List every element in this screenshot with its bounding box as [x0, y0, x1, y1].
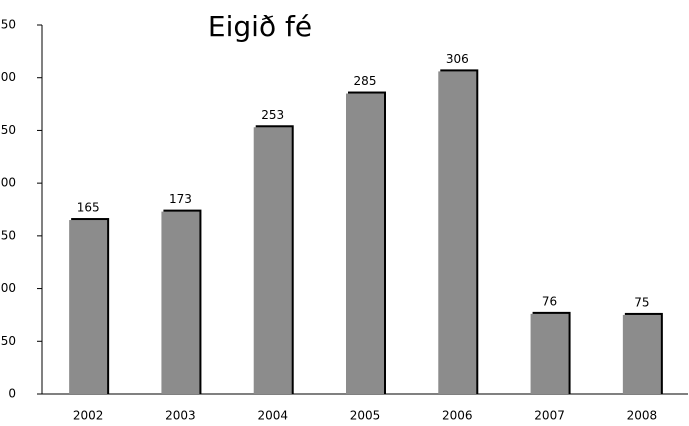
- x-tick-label: 2005: [350, 409, 381, 423]
- bar: [161, 211, 200, 394]
- y-tick-label: 100: [0, 281, 16, 295]
- y-tick-label: 50: [1, 334, 16, 348]
- x-tick-label: 2003: [165, 409, 196, 423]
- value-label: 253: [261, 108, 284, 122]
- value-label: 173: [169, 192, 192, 206]
- y-tick-label: 350: [0, 18, 16, 32]
- x-tick-label: 2007: [534, 409, 565, 423]
- y-tick-label: 150: [0, 228, 16, 242]
- bar: [622, 314, 661, 394]
- y-tick-label: 300: [0, 70, 16, 84]
- bar: [346, 93, 384, 395]
- bar: [438, 71, 477, 394]
- bar: [530, 313, 569, 394]
- value-label: 285: [354, 74, 377, 88]
- x-tick-label: 2008: [627, 409, 658, 423]
- chart-title: Eigið fé: [208, 10, 312, 43]
- value-label: 306: [446, 52, 469, 66]
- x-tick-label: 2004: [257, 409, 288, 423]
- value-label: 76: [542, 294, 557, 308]
- bar: [69, 220, 108, 394]
- y-tick-label: 200: [0, 176, 16, 190]
- value-label: 165: [77, 201, 100, 215]
- x-tick-label: 2006: [442, 409, 473, 423]
- y-tick-label: 250: [0, 123, 16, 137]
- value-label: 75: [634, 295, 649, 309]
- x-tick-label: 2002: [73, 409, 104, 423]
- bar: [253, 127, 292, 394]
- y-tick-label: 0: [8, 387, 16, 401]
